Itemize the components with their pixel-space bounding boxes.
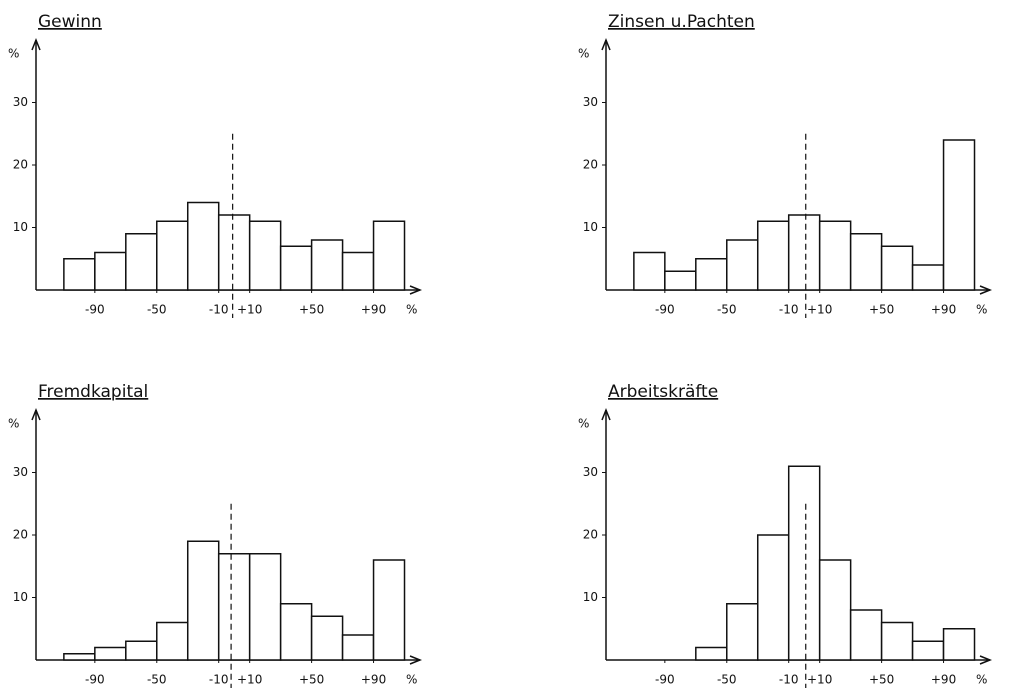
bar (942, 139, 976, 291)
bar (787, 214, 821, 291)
bar (63, 653, 96, 661)
x-tick-label: -90 (655, 303, 675, 317)
x-tick-label: +90 (931, 303, 956, 317)
bar (849, 609, 883, 661)
y-tick-label: 20 (583, 528, 598, 542)
x-tick-label: +90 (361, 303, 386, 317)
x-tick-label: +50 (299, 303, 324, 317)
bar (726, 239, 759, 291)
y-arrow (31, 407, 41, 421)
chart-title: Zinsen u.Pachten (608, 12, 755, 32)
x-tick-label: +50 (869, 673, 894, 687)
y-axis-label: % (8, 47, 19, 61)
x-arrow (979, 285, 993, 295)
x-tick-label: -90 (655, 673, 675, 687)
y-tick-label: 30 (13, 465, 28, 479)
bar (279, 245, 313, 291)
bar (911, 640, 945, 661)
bar (125, 233, 158, 291)
x-tick-label: -90 (85, 673, 105, 687)
bar (186, 540, 220, 661)
bar (880, 621, 914, 661)
bar (756, 220, 790, 291)
bar (310, 239, 344, 291)
bar (94, 646, 127, 661)
x-tick-label: -10 (209, 303, 229, 317)
bar (217, 553, 251, 661)
x-arrow (979, 655, 993, 665)
bar (695, 258, 728, 291)
bar (849, 233, 883, 291)
y-tick-label: 30 (13, 95, 28, 109)
bar (880, 245, 914, 291)
bar (942, 628, 976, 661)
bar (633, 251, 666, 291)
bar (63, 258, 96, 291)
y-tick-label: 10 (13, 220, 28, 234)
bar (125, 640, 158, 661)
bar (756, 534, 790, 661)
bar (818, 220, 852, 291)
x-tick-label: +10 (807, 303, 832, 317)
y-axis-label: % (578, 417, 589, 431)
y-arrow (601, 407, 611, 421)
y-tick-label: 30 (583, 95, 598, 109)
bar (818, 559, 852, 661)
x-tick-label: +50 (869, 303, 894, 317)
x-tick-label: -50 (147, 673, 167, 687)
y-axis-label: % (578, 47, 589, 61)
y-arrow (601, 37, 611, 51)
x-tick-label: -10 (779, 303, 799, 317)
x-tick-label: -50 (717, 673, 737, 687)
bar (156, 220, 189, 291)
chart-title: Gewinn (38, 12, 102, 32)
bar (156, 621, 189, 661)
y-tick-label: 10 (13, 590, 28, 604)
bar (341, 251, 375, 291)
bar (372, 559, 406, 661)
x-tick-label: +50 (299, 673, 324, 687)
bar (341, 634, 375, 661)
x-tick-label: +10 (237, 673, 262, 687)
bar (726, 603, 759, 661)
bar (94, 251, 127, 291)
x-axis-label: % (406, 673, 417, 687)
bar (372, 220, 406, 291)
x-tick-label: +90 (931, 673, 956, 687)
bar (279, 603, 313, 661)
chart-title: Fremdkapital (38, 382, 148, 402)
y-arrow (31, 37, 41, 51)
x-arrow (409, 655, 423, 665)
x-tick-label: -50 (717, 303, 737, 317)
bar (248, 553, 282, 661)
bar (310, 615, 344, 661)
x-tick-label: -50 (147, 303, 167, 317)
y-axis-label: % (8, 417, 19, 431)
x-tick-label: +90 (361, 673, 386, 687)
bar (664, 270, 697, 291)
x-axis-label: % (976, 303, 987, 317)
bar (695, 646, 728, 661)
x-axis-label: % (976, 673, 987, 687)
y-tick-label: 20 (13, 528, 28, 542)
y-tick-label: 20 (13, 158, 28, 172)
x-tick-label: -90 (85, 303, 105, 317)
bar (186, 201, 220, 291)
y-tick-label: 30 (583, 465, 598, 479)
y-tick-label: 20 (583, 158, 598, 172)
bar (217, 214, 251, 291)
bar (911, 264, 945, 291)
x-tick-label: +10 (237, 303, 262, 317)
chart-title: Arbeitskräfte (608, 382, 718, 402)
x-tick-label: -10 (779, 673, 799, 687)
x-tick-label: -10 (209, 673, 229, 687)
y-tick-label: 10 (583, 590, 598, 604)
bar (248, 220, 282, 291)
y-tick-label: 10 (583, 220, 598, 234)
bar (787, 465, 821, 661)
x-arrow (409, 285, 423, 295)
x-tick-label: +10 (807, 673, 832, 687)
x-axis-label: % (406, 303, 417, 317)
